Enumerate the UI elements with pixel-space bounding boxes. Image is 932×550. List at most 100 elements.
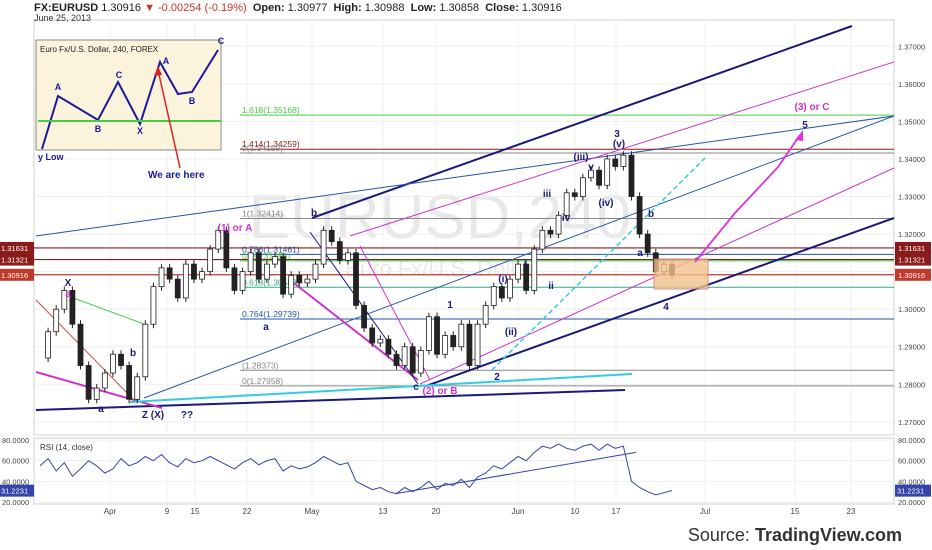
candle-body: [223, 229, 230, 269]
wave-label: b: [648, 209, 654, 220]
cyan-trendline: [129, 373, 633, 403]
price-pane: [33, 19, 895, 436]
candle-body: [353, 252, 359, 306]
candle-body: [93, 387, 100, 400]
rsi-trendline: [394, 451, 637, 495]
candle-body: [579, 177, 586, 197]
candle-body: [110, 353, 116, 374]
x-tick-label: 20: [432, 507, 441, 516]
rsi-value-tag: [895, 484, 931, 497]
wave-label: v: [588, 162, 594, 173]
candle-body: [280, 256, 286, 295]
candle-body: [417, 350, 424, 374]
fib-level-label: 1.414(1.34259): [242, 139, 300, 149]
wave-label: 1: [447, 300, 453, 311]
y-tick-label: 1.34000: [898, 155, 925, 164]
rsi-left-value-tag: [0, 484, 34, 497]
price-tag-label: 1.31321: [898, 256, 925, 265]
x-tick-label: 23: [847, 507, 856, 516]
candle-body: [158, 267, 165, 288]
wave-label: (3) or C: [795, 102, 830, 113]
candle-body: [182, 263, 189, 299]
we-are-here-arrow: We are here: [148, 66, 205, 181]
candle-body: [231, 267, 238, 291]
last-price: 1.30916: [101, 2, 141, 14]
candle-body: [207, 248, 214, 273]
candle-body: [409, 346, 416, 374]
fib-level-label: (1.28373): [242, 360, 279, 370]
candle-body: [604, 158, 611, 186]
candle-body: [571, 192, 578, 197]
red-trendline: [35, 299, 135, 401]
rsi-tick-label: 60.0000: [898, 457, 925, 466]
wave-label: X: [65, 278, 72, 289]
candle-body: [563, 192, 570, 216]
candle-body: [385, 338, 392, 355]
magenta-channel-line: [349, 61, 895, 237]
candle-body: [531, 248, 538, 291]
candle-body: [490, 286, 497, 306]
candle-body: [126, 365, 133, 400]
x-tick-label: Jun: [512, 507, 525, 516]
candle-body: [61, 290, 68, 310]
fib-level-label: 0(1.34159): [242, 143, 283, 153]
low-value: 1.30858: [439, 2, 480, 14]
rsi-pane: [33, 437, 895, 505]
source-prefix: Source:: [687, 525, 750, 545]
rsi-tick-label: 80.0000: [898, 436, 925, 445]
fib-level-label: 0.5(1.31286): [242, 251, 290, 261]
legend-low-label: y Low: [38, 152, 65, 162]
wave-label: (ii): [505, 327, 517, 338]
candle-body: [134, 376, 141, 400]
left-price-tag: [0, 241, 34, 254]
left-price-tag: [0, 253, 34, 266]
wave-label: 5: [802, 120, 808, 131]
left-price-tag: [0, 268, 34, 281]
candle-body: [118, 353, 124, 366]
candle-body: [466, 323, 473, 366]
candle-body: [174, 278, 181, 299]
x-tick-label: 15: [191, 507, 200, 516]
candle-body: [547, 229, 554, 235]
we-are-here-label: We are here: [148, 170, 205, 181]
candle-body: [426, 316, 432, 351]
rsi-left-tick-label: 60.0000: [2, 457, 29, 466]
x-tick-label: 13: [379, 507, 388, 516]
candle-body: [393, 353, 400, 366]
rsi-line: [39, 443, 673, 496]
x-tick-label: Apr: [104, 507, 117, 516]
candle-body: [644, 233, 651, 254]
candle-body: [442, 335, 449, 355]
rsi-left-tick-label: 20.0000: [2, 498, 29, 507]
target-zone: [653, 258, 709, 290]
candle-body: [636, 196, 643, 235]
y-tick-label: 1.27000: [898, 418, 925, 427]
source-credit: Source: TradingView.com: [688, 525, 902, 546]
candle-body: [369, 327, 376, 344]
wave-label: (1) or A: [218, 223, 253, 234]
channel-upper-line: [311, 25, 853, 219]
candle-body: [288, 274, 295, 295]
y-tick-label: 1.30000: [898, 305, 925, 314]
candle-body: [53, 308, 60, 333]
candle-body: [482, 305, 489, 325]
projection-arrow: [694, 130, 803, 263]
candle-body: [69, 290, 76, 325]
high-label: High:: [333, 2, 362, 14]
candle-body: [588, 169, 594, 179]
candle-body: [215, 229, 222, 250]
x-tick-label: 15: [791, 507, 800, 516]
candle-body: [539, 229, 546, 250]
candle-body: [377, 338, 384, 344]
wave-label: a: [98, 404, 104, 415]
y-tick-label: 1.36000: [898, 80, 925, 89]
wave-label: b: [130, 348, 136, 359]
price-tag: [895, 241, 931, 254]
wave-label: (iii): [574, 152, 589, 163]
high-value: 1.30988: [364, 2, 405, 14]
candle-body: [596, 169, 602, 186]
x-tick-label: 22: [243, 507, 252, 516]
rsi-left-value-label: 31.2231: [1, 487, 28, 496]
legend-wave-label: B: [95, 124, 102, 134]
rsi-left-tick-label: 80.0000: [2, 436, 29, 445]
